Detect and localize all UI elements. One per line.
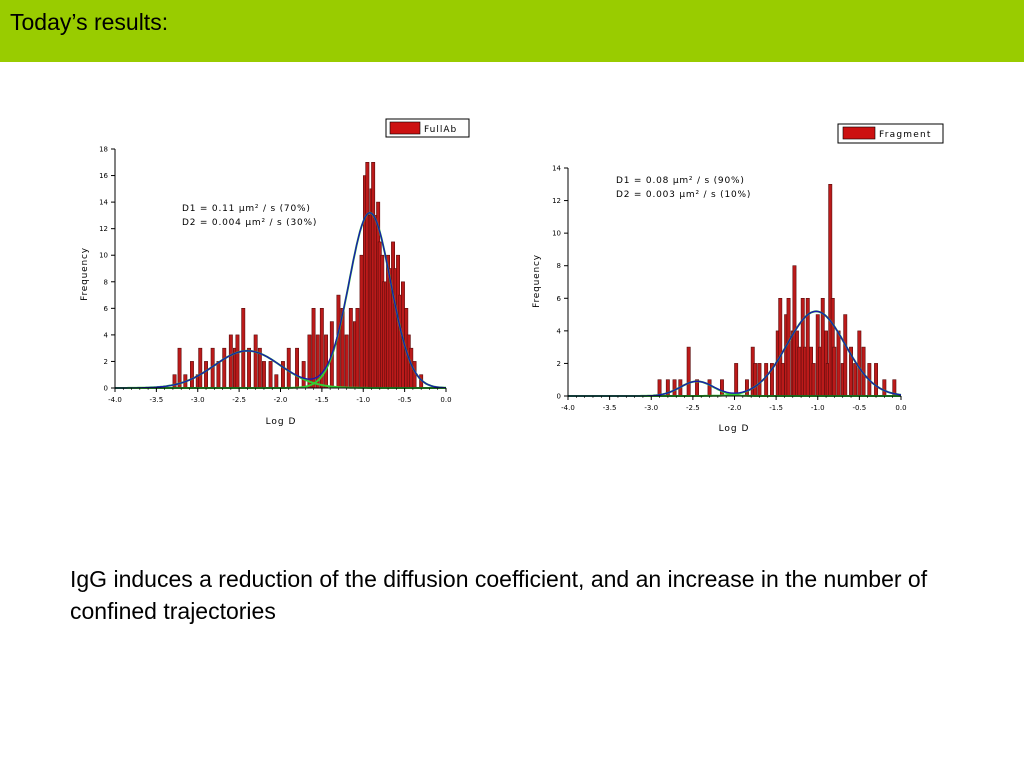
x-tick-label: -2.5 xyxy=(232,396,246,404)
x-tick-label: -3.5 xyxy=(603,404,617,412)
legend-label: Fragment xyxy=(879,130,932,140)
histogram-bar xyxy=(719,379,724,397)
y-tick-label: 2 xyxy=(557,360,561,368)
annotation-line-1: D1 = 0.08 µm² / s (90%) xyxy=(616,176,745,186)
x-tick-label: -1.5 xyxy=(315,396,329,404)
x-tick-label: -2.0 xyxy=(728,404,742,412)
histogram-bar xyxy=(780,363,785,397)
y-tick-label: 0 xyxy=(104,385,108,393)
histogram-bar xyxy=(836,330,841,397)
y-tick-label: 16 xyxy=(99,172,108,180)
histogram-bar xyxy=(686,346,691,397)
y-tick-label: 4 xyxy=(557,327,562,335)
histogram-bar xyxy=(857,330,862,397)
histogram-bar xyxy=(811,363,816,397)
legend-swatch xyxy=(842,126,876,140)
y-axis-label: Frequency xyxy=(80,247,90,301)
y-tick-label: 12 xyxy=(552,197,561,205)
histogram-bar xyxy=(744,379,749,397)
histogram-bar xyxy=(707,379,712,397)
histogram-bar xyxy=(757,363,762,397)
y-tick-label: 12 xyxy=(99,225,108,233)
annotation-line-2: D2 = 0.004 µm² / s (30%) xyxy=(182,218,317,228)
histogram-bar xyxy=(797,346,802,397)
histogram-bar xyxy=(734,363,739,397)
x-tick-label: -0.5 xyxy=(398,396,412,404)
annotation-line-2: D2 = 0.003 µm² / s (10%) xyxy=(616,190,751,200)
x-axis-label: Log D xyxy=(719,424,750,434)
x-tick-label: -3.0 xyxy=(191,396,205,404)
fit-sum-curve xyxy=(115,211,447,389)
y-tick-label: 8 xyxy=(557,262,561,270)
x-tick-label: -2.5 xyxy=(686,404,700,412)
y-tick-label: 8 xyxy=(104,278,108,286)
x-tick-label: 0.0 xyxy=(895,404,906,412)
title-bar: Today’s results: xyxy=(0,0,1024,62)
x-tick-label: -1.0 xyxy=(356,396,370,404)
legend-label: FullAb xyxy=(424,125,457,135)
x-tick-label: -4.0 xyxy=(108,396,122,404)
y-tick-label: 0 xyxy=(557,393,561,401)
histogram-bar xyxy=(843,314,848,397)
histogram-bar xyxy=(832,346,837,397)
histogram-bar xyxy=(764,363,769,397)
x-tick-label: -1.5 xyxy=(769,404,783,412)
histogram-bar xyxy=(753,363,758,397)
annotation-line-1: D1 = 0.11 µm² / s (70%) xyxy=(182,204,311,214)
histogram-bar xyxy=(786,297,791,397)
slide-title: Today’s results: xyxy=(10,9,169,35)
y-tick-label: 10 xyxy=(552,230,561,238)
x-axis-label: Log D xyxy=(266,417,297,427)
histogram-bar xyxy=(882,379,887,397)
y-tick-label: 10 xyxy=(99,252,108,260)
x-tick-label: 0.0 xyxy=(440,396,451,404)
y-tick-label: 14 xyxy=(99,199,108,207)
y-tick-label: 2 xyxy=(104,358,108,366)
histogram-bar xyxy=(657,379,662,397)
body-text: IgG induces a reduction of the diffusion… xyxy=(70,566,928,624)
y-tick-label: 4 xyxy=(104,331,109,339)
x-tick-label: -4.0 xyxy=(561,404,575,412)
histogram-bar xyxy=(874,363,879,397)
x-tick-label: -2.0 xyxy=(274,396,288,404)
histogram-bar xyxy=(853,363,858,397)
y-tick-label: 6 xyxy=(104,305,109,313)
histogram-bar xyxy=(672,379,677,397)
y-tick-label: 18 xyxy=(99,146,108,154)
legend-swatch xyxy=(389,121,421,135)
y-tick-label: 6 xyxy=(557,295,562,303)
x-tick-label: -1.0 xyxy=(811,404,825,412)
y-tick-label: 14 xyxy=(552,165,561,173)
x-tick-label: -3.0 xyxy=(644,404,658,412)
x-tick-label: -0.5 xyxy=(853,404,867,412)
x-tick-label: -3.5 xyxy=(150,396,164,404)
y-axis-label: Frequency xyxy=(532,254,542,308)
